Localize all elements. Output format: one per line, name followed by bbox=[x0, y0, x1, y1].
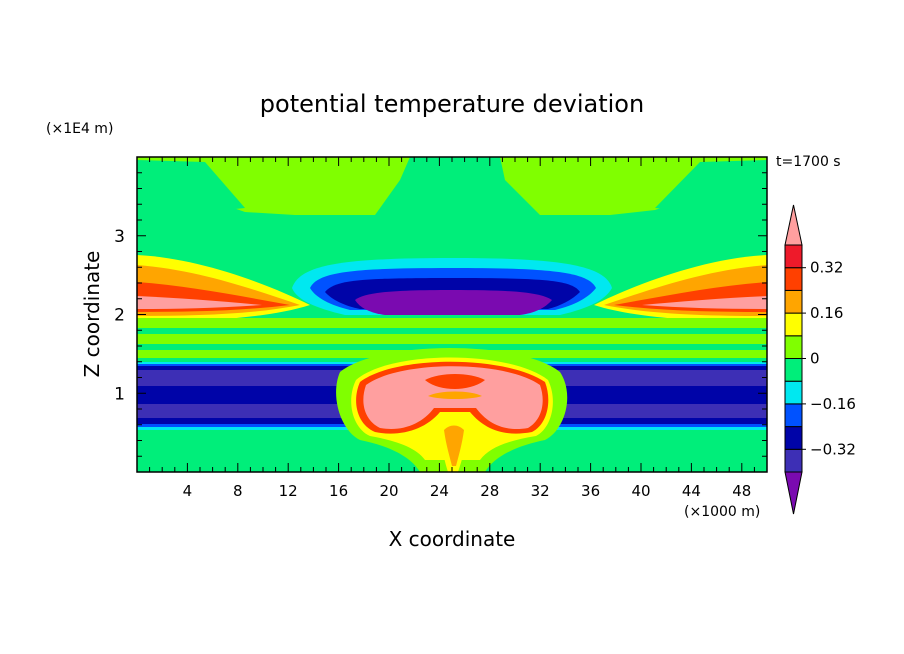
left-green-patch bbox=[137, 160, 245, 212]
colorbar-box bbox=[784, 358, 803, 382]
time-label: t=1700 s bbox=[776, 154, 841, 170]
colorbar-label: 0 bbox=[810, 350, 820, 368]
x-tick-label: 28 bbox=[480, 482, 499, 500]
colorbar-label: 0.32 bbox=[810, 259, 843, 277]
upper-lightgreen bbox=[137, 157, 767, 215]
x-tick-label: 36 bbox=[581, 482, 600, 500]
y-axis: 1 2 3 bbox=[114, 172, 767, 457]
bubble-inner-red bbox=[425, 374, 485, 389]
left-warm-pink bbox=[137, 296, 262, 309]
colorbar-label: −0.16 bbox=[810, 395, 856, 413]
band-green-1 bbox=[137, 318, 767, 328]
colorbar-box bbox=[784, 267, 803, 291]
colorbar-max-triangle bbox=[784, 204, 803, 246]
y-axis-title: Z coordinate bbox=[80, 251, 104, 378]
colorbar-min-triangle bbox=[784, 471, 803, 515]
colorbar-box bbox=[784, 403, 803, 428]
colorbar-box bbox=[784, 426, 803, 450]
x-tick-label: 12 bbox=[279, 482, 298, 500]
colorbar-box bbox=[784, 289, 803, 314]
colorbar-box bbox=[784, 312, 803, 337]
right-green-patch bbox=[655, 160, 767, 212]
colorbar-label: −0.32 bbox=[810, 440, 856, 458]
x-tick-label: 8 bbox=[233, 482, 243, 500]
x-tick-label: 4 bbox=[183, 482, 193, 500]
colorbar-box bbox=[784, 335, 803, 359]
band-green-2 bbox=[137, 334, 767, 344]
x-unit-label: (×1000 m) bbox=[684, 504, 760, 520]
y-tick-label: 3 bbox=[114, 227, 125, 247]
y-unit-label: (×1E4 m) bbox=[46, 121, 113, 137]
x-tick-label: 48 bbox=[732, 482, 751, 500]
x-tick-label: 24 bbox=[430, 482, 449, 500]
y-tick-label: 2 bbox=[114, 306, 125, 326]
right-warm-pink bbox=[642, 296, 767, 309]
colorbar-box bbox=[784, 380, 803, 405]
x-axis: 4 8 12 16 20 24 28 32 36 40 44 48 bbox=[149, 157, 755, 500]
colorbar-label: 0.16 bbox=[810, 304, 843, 322]
stem-orange bbox=[444, 425, 464, 466]
chart-title: potential temperature deviation bbox=[260, 90, 644, 118]
x-tick-label: 40 bbox=[631, 482, 650, 500]
colorbar-box bbox=[784, 244, 803, 269]
x-tick-label: 44 bbox=[682, 482, 701, 500]
colorbar-box bbox=[784, 448, 803, 473]
contour-field bbox=[137, 157, 767, 472]
colorbar: 0.32 0.16 0 −0.16 −0.32 bbox=[784, 204, 856, 515]
x-tick-label: 16 bbox=[329, 482, 348, 500]
bubble-inner-orange bbox=[428, 391, 482, 399]
x-axis-title: X coordinate bbox=[389, 527, 516, 551]
x-tick-label: 20 bbox=[379, 482, 398, 500]
y-tick-label: 1 bbox=[114, 384, 125, 404]
x-tick-label: 32 bbox=[531, 482, 550, 500]
cap-purple bbox=[355, 290, 552, 315]
